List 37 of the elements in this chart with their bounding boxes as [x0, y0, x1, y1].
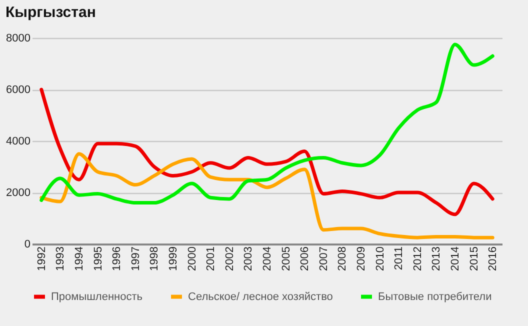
x-tick-label: 1997	[130, 246, 142, 271]
line-series	[40, 42, 494, 205]
x-tick-label: 2007	[318, 246, 330, 271]
x-tick-label: 1993	[54, 246, 67, 271]
line-series	[40, 88, 494, 216]
x-tick-label: 1999	[168, 246, 180, 271]
x-tick-label: 2013	[430, 246, 443, 271]
x-tick-label: 2011	[393, 246, 406, 270]
x-tick-label: 2012	[412, 246, 424, 271]
x-tick-label: 1998	[148, 246, 161, 271]
line-series	[40, 152, 494, 240]
y-tick-label: 8000	[6, 32, 30, 44]
x-tick-label: 2001	[205, 246, 218, 271]
x-tick-label: 2014	[450, 246, 462, 271]
y-tick-label: 4000	[6, 136, 30, 148]
legend-label: Бытовые потребители	[378, 290, 492, 303]
chart-title: Кыргызстан	[6, 4, 96, 21]
x-tick-label: 1996	[111, 246, 124, 271]
y-tick-label: 0	[24, 238, 30, 250]
x-tick-label: 1992	[36, 246, 48, 271]
y-tick-label: 6000	[6, 84, 30, 96]
x-tick-label: 2003	[242, 246, 255, 271]
y-tick-label: 2000	[6, 187, 30, 199]
x-tick-label: 2016	[487, 246, 500, 271]
x-tick-label: 2006	[299, 246, 312, 271]
legend-label: Промышленность	[51, 290, 143, 303]
x-tick-label: 2009	[356, 246, 368, 271]
x-tick-label: 2000	[186, 246, 198, 271]
x-tick-label: 2015	[468, 246, 480, 271]
x-tick-label: 2002	[224, 246, 236, 271]
x-tick-label: 1995	[92, 246, 104, 271]
legend-label: Сельское/ лесное хозяйство	[188, 290, 333, 303]
x-tick-label: 2005	[280, 246, 292, 271]
x-tick-label: 2010	[374, 246, 386, 271]
x-tick-label: 2004	[262, 246, 274, 271]
x-tick-label: 2008	[336, 246, 349, 271]
x-tick-label: 1994	[74, 246, 86, 271]
